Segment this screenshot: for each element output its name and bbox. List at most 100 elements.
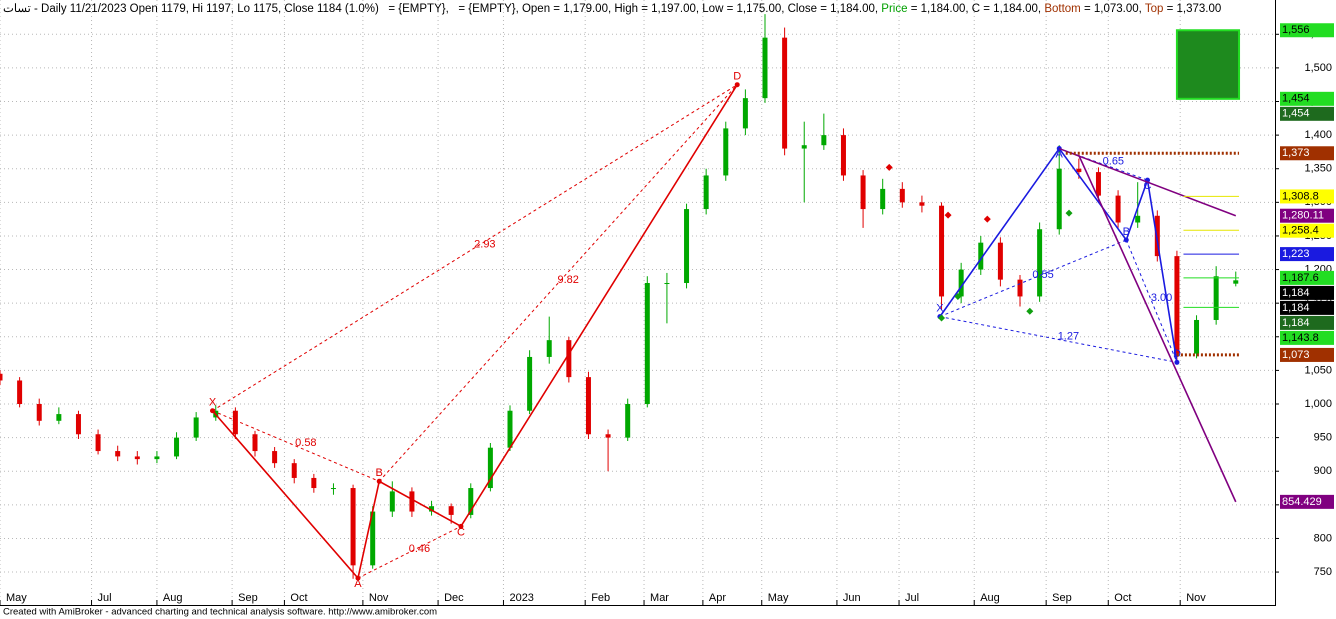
x-tick-label: Nov [369,592,389,604]
level-label: 1,308.8 [1282,190,1319,202]
candle-body [507,410,513,448]
candle-body [801,145,807,149]
candle-body [527,356,533,411]
level-box [1280,300,1334,315]
x-tick-label: Oct [1114,592,1131,604]
ratio-label: 0.55 [1032,269,1053,281]
candle-body [134,456,140,460]
level-label: 1,454 [1282,93,1310,105]
candle-body [1017,279,1023,297]
projection-line [1078,154,1237,503]
level-label: 1,454 [1282,108,1310,120]
x-tick-label: Mar [650,592,669,604]
candle-body [1194,319,1200,354]
pattern-point-label: D [733,71,741,83]
x-tick-label: Nov [1186,592,1206,604]
pattern-point-label: A [354,578,362,590]
candle-body [409,491,415,512]
candle-body [0,373,3,381]
ratio-label: 0.58 [295,437,316,449]
overlay-layer: 0.58 0.46 2.93 9.82 X A B C D 0.65 0.55 1.27 3.00 X A B… [209,29,1241,590]
axis-layer: 7508008509009501,0001,0501,1001,1501,200… [0,23,1334,605]
x-tick-label: Dec [444,592,464,604]
candle-body [174,437,180,457]
candle-body [625,404,631,438]
candle-body [860,175,866,210]
header-part: = {EMPTY}, = {EMPTY}, Open = 1,179.00, H… [379,3,882,15]
pattern-point-label: X [936,303,944,315]
ratio-line [939,316,1178,363]
target-zone [1175,29,1241,100]
ratio-label: 0.46 [409,543,430,555]
marks-layer [0,14,1239,579]
level-label: 1,258.4 [1282,225,1319,237]
candle-body [821,135,827,146]
level-box [1280,315,1334,330]
x-tick-label: May [6,592,27,604]
candle-body [252,434,258,452]
pattern-point [458,523,464,529]
candle-body [978,242,984,270]
candle-body [585,377,591,435]
candle-body [546,340,552,357]
candle-body [95,434,101,452]
pattern-point [1174,359,1180,365]
candle-body [17,380,23,405]
ratio-line [212,410,380,482]
candle-body [370,511,376,566]
y-tick-label: 1,050 [1304,364,1332,376]
signal-marker [1065,209,1073,217]
candle-body [389,491,395,512]
header-part: تسات - Daily 11/21/2023 Open 1179, Hi 11… [3,2,379,15]
candle-body [684,209,690,284]
footer: Created with AmiBroker - advanced charti… [3,607,437,618]
y-tick-label: 1,000 [1304,398,1332,410]
pattern-point-label: C [1144,180,1152,192]
candle-body [762,37,768,99]
level-box [1280,208,1334,223]
pattern-point-label: A [1056,148,1064,160]
ratio-line [1059,148,1148,181]
y-tick-label: 1,350 [1304,163,1332,175]
candle-body [939,205,945,297]
pattern-point-label: X [209,397,217,409]
candle-body [232,410,238,435]
candle-body [115,451,121,457]
level-label: 1,184 [1282,302,1310,314]
y-tick-label: 1,400 [1304,129,1332,141]
level-label: 1,143.8 [1282,332,1319,344]
level-label: 1,556 [1282,24,1310,36]
projection-line [1058,147,1237,217]
candle-body [899,188,905,203]
candle-body [154,456,160,460]
pattern-point [210,408,215,414]
level-box [1280,106,1334,121]
candle-body [487,447,493,489]
candle-body [36,404,42,421]
candle-body [75,414,81,435]
ratio-label: 0.65 [1103,155,1124,167]
candle-body [429,506,435,512]
x-tick-label: Aug [980,592,1000,604]
candle-body [1135,215,1141,223]
y-tick-label: 900 [1314,465,1332,477]
candle-body [664,283,670,285]
candle-body [193,417,199,438]
candle-body [448,506,454,515]
candle-body [291,463,297,478]
level-label: 1,373 [1282,147,1310,159]
ratio-line [1125,239,1178,363]
level-label: 1,184 [1282,287,1310,299]
y-tick-label: 750 [1314,566,1332,578]
candle-body [782,37,788,149]
pattern-point-label: B [376,467,383,479]
level-box [1280,146,1334,161]
candle-body [880,188,886,210]
x-tick-label: Jun [843,592,861,604]
candle-body [56,414,62,421]
x-tick-label: Sep [238,592,258,604]
level-box [1280,285,1334,300]
candle-body [330,488,336,490]
header: تسات - Daily 11/21/2023 Open 1179, Hi 11… [3,2,1221,15]
candle-body [566,340,572,378]
